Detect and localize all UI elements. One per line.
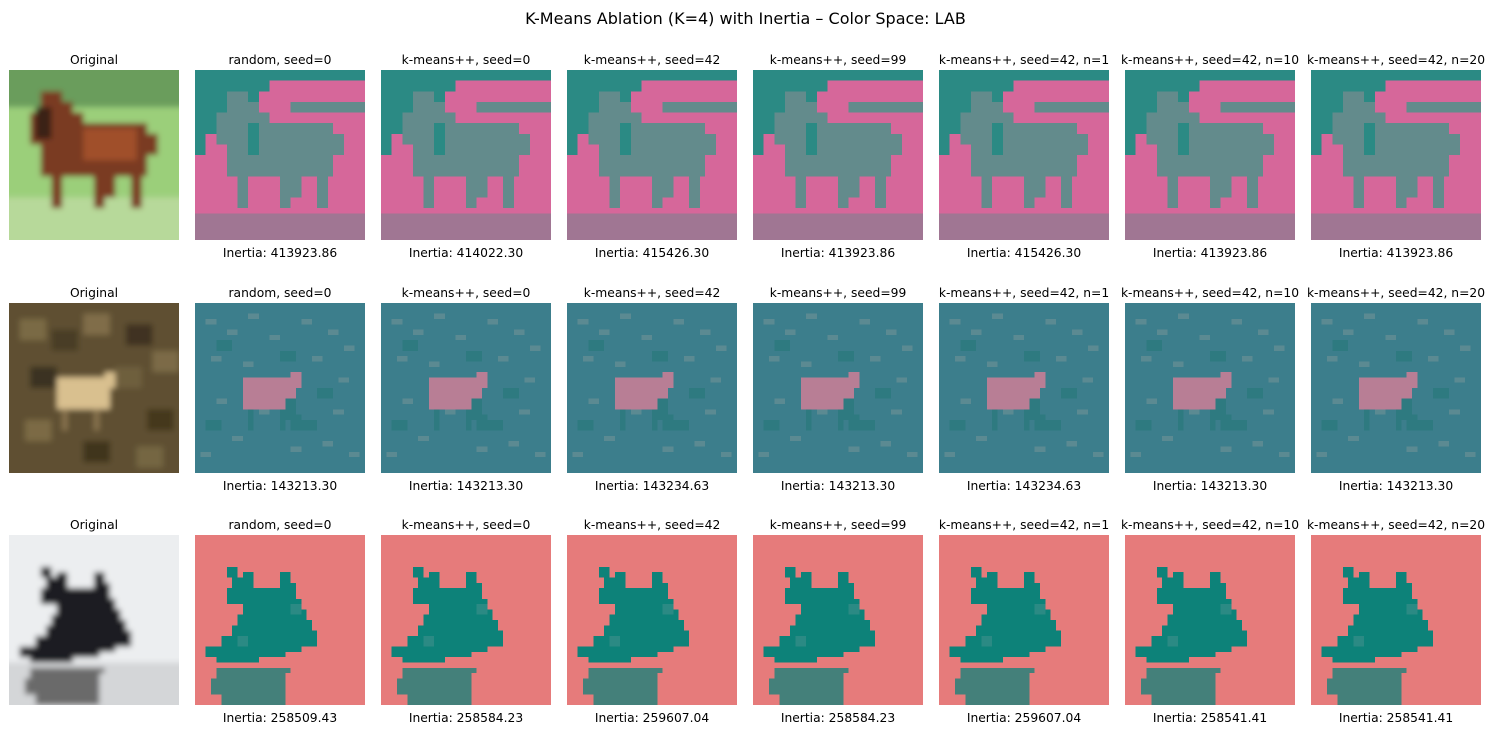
- clustered-image: [1125, 70, 1295, 240]
- inertia-label: Inertia: 143213.30: [780, 479, 896, 493]
- clustered-image: [567, 303, 737, 473]
- panel-title: k-means++, seed=0: [401, 518, 531, 532]
- panel-title: k-means++, seed=42, n=10: [1120, 518, 1300, 532]
- inertia-label: Inertia: 258509.43: [222, 711, 338, 725]
- clustered-image: [195, 535, 365, 705]
- panel-title: k-means++, seed=42: [583, 286, 721, 300]
- inertia-label: Inertia: 415426.30: [594, 246, 710, 260]
- inertia-label: Inertia: 413923.86: [780, 246, 896, 260]
- clustered-image: [753, 535, 923, 705]
- panel-title: random, seed=0: [228, 518, 332, 532]
- inertia-label: Inertia: 413923.86: [222, 246, 338, 260]
- panel-title: k-means++, seed=42, n=1: [938, 53, 1110, 67]
- clustered-image: [381, 535, 551, 705]
- inertia-label: Inertia: 259607.04: [594, 711, 710, 725]
- panel-title: k-means++, seed=42, n=1: [938, 518, 1110, 532]
- clustered-image: [1125, 303, 1295, 473]
- inertia-label: Inertia: 258541.41: [1338, 711, 1454, 725]
- inertia-label: Inertia: 259607.04: [966, 711, 1082, 725]
- inertia-label: Inertia: 413923.86: [1338, 246, 1454, 260]
- inertia-label: Inertia: 143234.63: [966, 479, 1082, 493]
- original-label: Original: [69, 53, 119, 67]
- panel-title: k-means++, seed=42: [583, 53, 721, 67]
- inertia-label: Inertia: 414022.30: [408, 246, 524, 260]
- inertia-label: Inertia: 143213.30: [222, 479, 338, 493]
- clustered-image: [567, 535, 737, 705]
- clustered-image: [753, 303, 923, 473]
- panel-title: k-means++, seed=42, n=1: [938, 286, 1110, 300]
- clustered-image: [381, 70, 551, 240]
- original-label: Original: [69, 286, 119, 300]
- panel-title: random, seed=0: [228, 286, 332, 300]
- inertia-label: Inertia: 143234.63: [594, 479, 710, 493]
- panel-title: k-means++, seed=42, n=20: [1306, 286, 1486, 300]
- clustered-image: [1311, 535, 1481, 705]
- clustered-image: [939, 303, 1109, 473]
- panel-title: random, seed=0: [228, 53, 332, 67]
- panel-title: k-means++, seed=0: [401, 286, 531, 300]
- clustered-image: [1125, 535, 1295, 705]
- inertia-label: Inertia: 415426.30: [966, 246, 1082, 260]
- panel-title: k-means++, seed=42, n=10: [1120, 286, 1300, 300]
- panel-title: k-means++, seed=99: [769, 286, 907, 300]
- panel-title: k-means++, seed=42, n=10: [1120, 53, 1300, 67]
- clustered-image: [939, 535, 1109, 705]
- original-image: [9, 303, 179, 473]
- panel-title: k-means++, seed=99: [769, 53, 907, 67]
- clustered-image: [567, 70, 737, 240]
- inertia-label: Inertia: 143213.30: [1152, 479, 1268, 493]
- inertia-label: Inertia: 143213.30: [408, 479, 524, 493]
- inertia-label: Inertia: 143213.30: [1338, 479, 1454, 493]
- original-image: [9, 535, 179, 705]
- original-image: [9, 70, 179, 240]
- clustered-image: [939, 70, 1109, 240]
- clustered-image: [195, 70, 365, 240]
- inertia-label: Inertia: 413923.86: [1152, 246, 1268, 260]
- clustered-image: [753, 70, 923, 240]
- clustered-image: [195, 303, 365, 473]
- original-label: Original: [69, 518, 119, 532]
- inertia-label: Inertia: 258584.23: [780, 711, 896, 725]
- panel-title: k-means++, seed=42, n=20: [1306, 53, 1486, 67]
- clustered-image: [1311, 70, 1481, 240]
- inertia-label: Inertia: 258541.41: [1152, 711, 1268, 725]
- panel-title: k-means++, seed=42: [583, 518, 721, 532]
- panel-title: k-means++, seed=99: [769, 518, 907, 532]
- panel-title: k-means++, seed=0: [401, 53, 531, 67]
- figure-title: K-Means Ablation (K=4) with Inertia – Co…: [525, 9, 966, 28]
- clustered-image: [1311, 303, 1481, 473]
- clustered-image: [381, 303, 551, 473]
- inertia-label: Inertia: 258584.23: [408, 711, 524, 725]
- panel-title: k-means++, seed=42, n=20: [1306, 518, 1486, 532]
